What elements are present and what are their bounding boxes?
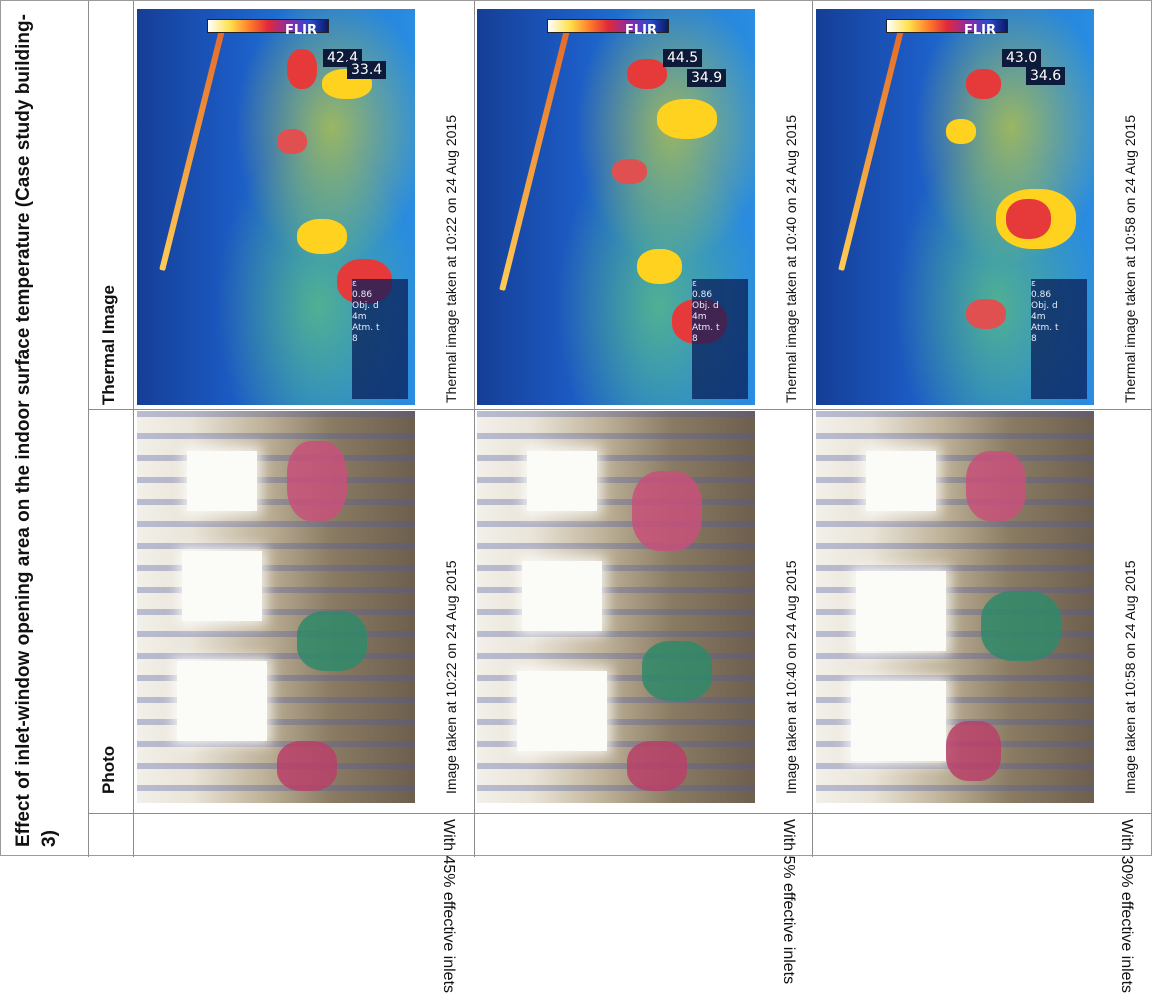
temp-min-label: 34.6: [1026, 67, 1066, 85]
param-emissivity-value: 0.86: [692, 290, 713, 300]
temperature-scale-bar: [886, 19, 1008, 33]
hot-spot: [657, 99, 717, 139]
grid-line: [88, 409, 1152, 410]
hot-spot: [1006, 199, 1051, 239]
worker-figure: [297, 611, 367, 671]
hot-spot: [297, 219, 347, 254]
photo-image: [816, 411, 1094, 803]
page-title: Effect of inlet-window opening area on t…: [13, 14, 60, 847]
temperature-scale-bar: [547, 19, 669, 33]
param-emissivity-label: ε: [352, 279, 357, 289]
photo-caption: Image taken at 10:58 on 24 Aug 2015: [1122, 560, 1138, 794]
param-atm-label: Atm. t: [692, 323, 720, 333]
grid-line: [88, 1, 89, 857]
param-distance-value: 4m: [352, 312, 367, 322]
param-emissivity-label: ε: [1031, 279, 1036, 289]
thermal-caption: Thermal image taken at 10:58 on 24 Aug 2…: [1122, 115, 1138, 403]
param-atm-label: Atm. t: [1031, 323, 1059, 333]
photo-caption: Image taken at 10:22 on 24 Aug 2015: [443, 560, 459, 794]
temp-max-label: 43.0: [1002, 49, 1042, 67]
worker-figure: [287, 441, 347, 521]
flir-logo: FLIR: [964, 23, 997, 38]
ceiling-lamp: [499, 27, 571, 291]
thermal-caption: Thermal image taken at 10:40 on 24 Aug 2…: [783, 115, 799, 403]
thermal-caption: Thermal image taken at 10:22 on 24 Aug 2…: [443, 115, 459, 403]
grid-line: [474, 1, 475, 857]
param-distance-value: 4m: [692, 312, 707, 322]
worker-figure: [277, 741, 337, 791]
param-emissivity-label: ε: [692, 279, 697, 289]
camera-params: ε 0.86 Obj. d 4m Atm. t 8: [1031, 279, 1087, 399]
window-glare: [177, 661, 267, 741]
worker-figure: [946, 721, 1001, 781]
param-atm-label: Atm. t: [352, 323, 380, 333]
hot-spot: [946, 119, 976, 144]
ceiling-lamp: [159, 26, 226, 272]
hot-spot: [966, 69, 1001, 99]
hot-spot: [612, 159, 647, 184]
temp-min-label: 33.4: [347, 61, 387, 79]
window-glare: [517, 671, 607, 751]
photo-caption: Image taken at 10:40 on 24 Aug 2015: [783, 560, 799, 794]
row-label: With 30% effective inlets: [1118, 819, 1135, 993]
window-glare: [182, 551, 262, 621]
camera-params: ε 0.86 Obj. d 4m Atm. t 8: [352, 279, 408, 399]
param-distance-label: Obj. d: [692, 301, 719, 311]
param-atm-value: 8: [692, 334, 698, 344]
ceiling-lamp: [838, 26, 905, 272]
window-glare: [856, 571, 946, 651]
flir-logo: FLIR: [625, 23, 658, 38]
worker-figure: [642, 641, 712, 701]
hot-spot: [627, 59, 667, 89]
param-distance-value: 4m: [1031, 312, 1046, 322]
thermal-image: 43.0 34.6 FLIR ε 0.86 Obj. d 4m Atm. t 8: [816, 9, 1094, 405]
grid-line: [812, 1, 813, 857]
grid-line: [133, 1, 134, 857]
worker-figure: [966, 451, 1026, 521]
window-glare: [866, 451, 936, 511]
param-distance-label: Obj. d: [1031, 301, 1058, 311]
hot-spot: [637, 249, 682, 284]
worker-figure: [981, 591, 1061, 661]
thermal-image: 44.5 34.9 FLIR ε 0.86 Obj. d 4m Atm. t 8: [477, 9, 755, 405]
row-label: With 5% effective inlets: [780, 819, 797, 985]
temp-max-label: 44.5: [663, 49, 703, 67]
window-glare: [527, 451, 597, 511]
photo-image: [477, 411, 755, 803]
temperature-scale-bar: [207, 19, 329, 33]
column-header-thermal: Thermal Image: [99, 285, 118, 405]
hot-spot: [966, 299, 1006, 329]
param-atm-value: 8: [352, 334, 358, 344]
window-glare: [187, 451, 257, 511]
param-emissivity-value: 0.86: [352, 290, 373, 300]
param-atm-value: 8: [1031, 334, 1037, 344]
window-glare: [522, 561, 602, 631]
flir-logo: FLIR: [285, 23, 318, 38]
camera-params: ε 0.86 Obj. d 4m Atm. t 8: [692, 279, 748, 399]
column-header-photo: Photo: [99, 745, 118, 794]
param-distance-label: Obj. d: [352, 301, 379, 311]
thermal-image: 42.4 33.4 FLIR ε 0.86 Obj. d 4m Atm. t 8: [137, 9, 415, 405]
row-label: With 45% effective inlets: [440, 819, 457, 993]
worker-figure: [627, 741, 687, 791]
hot-spot: [287, 49, 317, 89]
param-emissivity-value: 0.86: [1031, 290, 1052, 300]
temp-min-label: 34.9: [687, 69, 727, 87]
hot-spot: [277, 129, 307, 154]
worker-figure: [632, 471, 702, 551]
window-glare: [851, 681, 946, 761]
grid-line: [88, 813, 1152, 814]
photo-image: [137, 411, 415, 803]
